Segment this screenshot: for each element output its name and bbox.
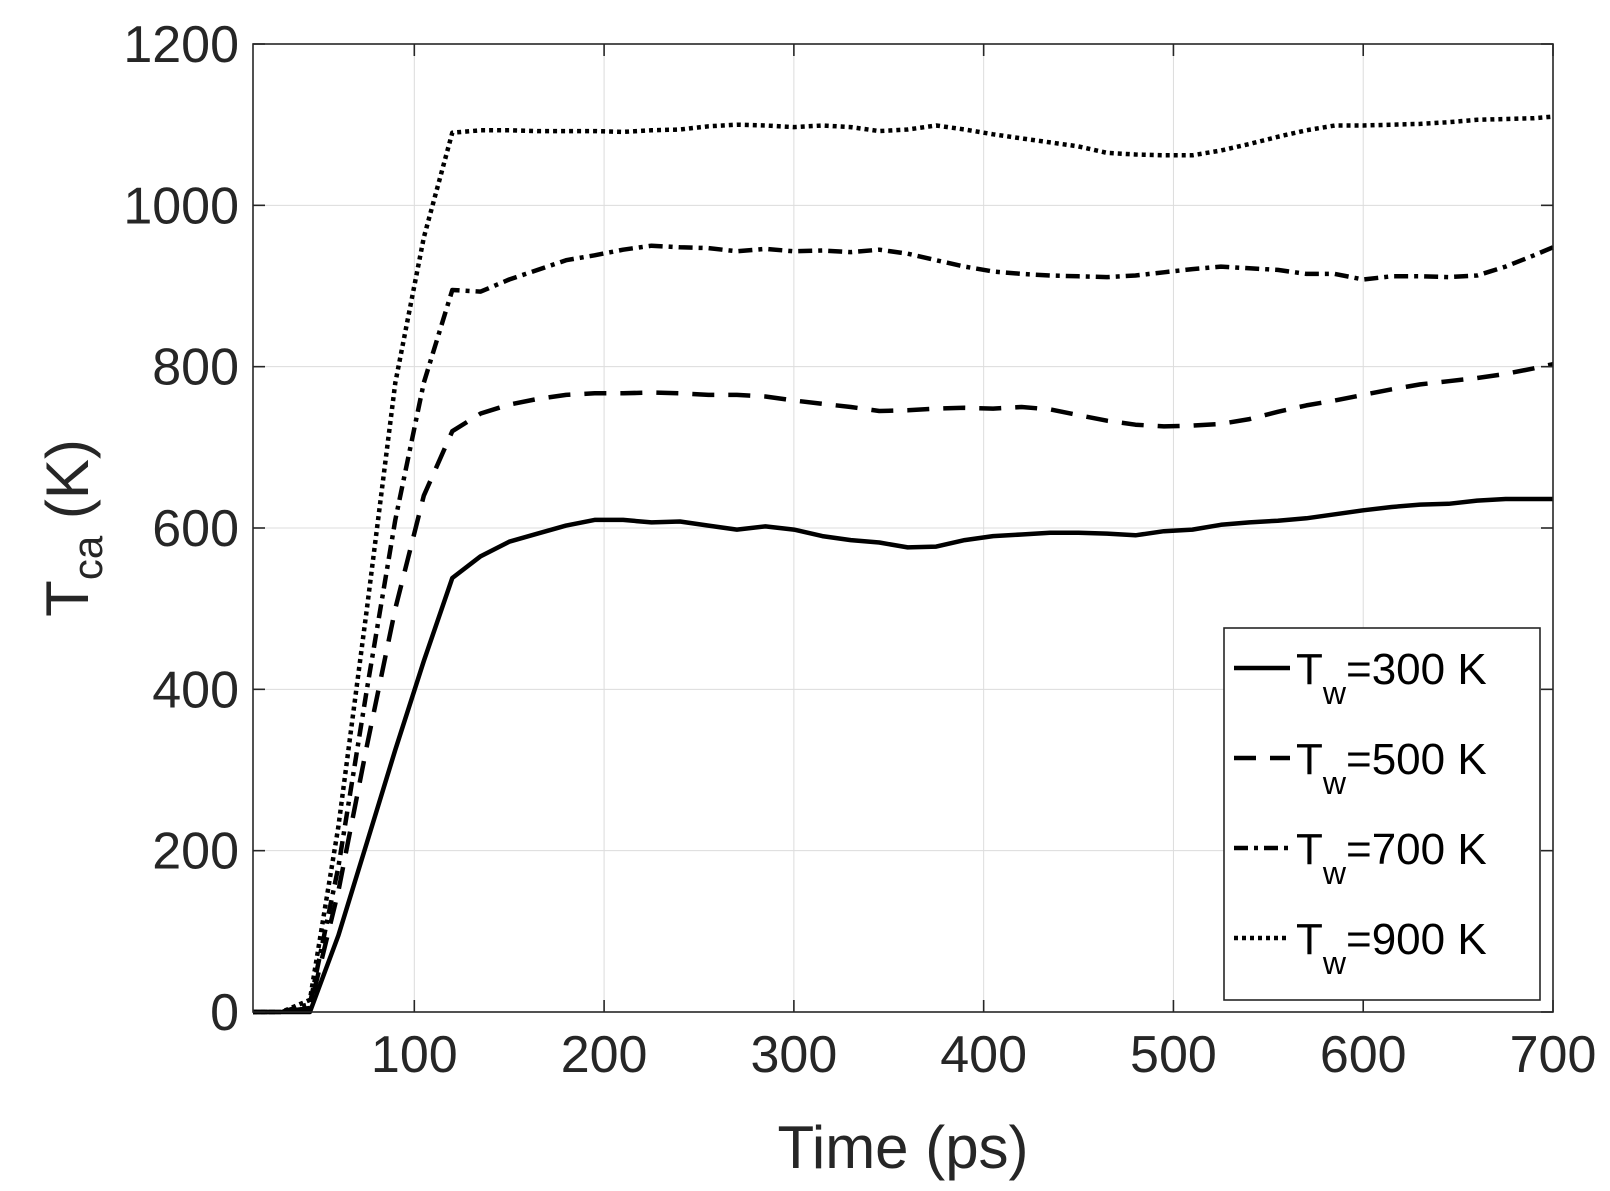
y-tick-label: 600 <box>152 500 239 558</box>
x-tick-label: 400 <box>940 1026 1027 1084</box>
y-axis-label: Tca (K) <box>34 439 111 617</box>
x-tick-label: 100 <box>371 1026 458 1084</box>
x-axis-label: Time (ps) <box>777 1114 1028 1181</box>
y-tick-label: 1200 <box>123 16 239 74</box>
legend: Tw=300 K Tw=500 K Tw=700 K Tw=900 K <box>1223 627 1541 1001</box>
series-line-2 <box>253 362 1554 1015</box>
x-tick-label: 200 <box>561 1026 648 1084</box>
x-tick-label: 700 <box>1510 1026 1597 1084</box>
legend-label-1: Tw=300 K <box>1296 645 1487 711</box>
y-axis-label-main: T <box>34 580 101 617</box>
y-tick-label: 400 <box>152 661 239 719</box>
x-tick-label: 600 <box>1320 1026 1407 1084</box>
y-axis-label-sub: ca <box>64 535 111 580</box>
x-tick-label: 300 <box>750 1026 837 1084</box>
series-line-4 <box>253 114 1554 1015</box>
legend-label-4: Tw=900 K <box>1296 915 1487 981</box>
legend-label-3: Tw=700 K <box>1296 825 1487 891</box>
y-axis-label-unit: (K) <box>34 439 101 536</box>
legend-label-2: Tw=500 K <box>1296 735 1487 801</box>
y-tick-label: 1000 <box>123 177 239 235</box>
series-group <box>253 114 1554 1015</box>
y-tick-label: 200 <box>152 823 239 881</box>
x-tick-label: 500 <box>1130 1026 1217 1084</box>
axis-ticks: 100 200 300 400 500 600 700 0 200 400 600 800 1000 12… <box>123 16 1596 1084</box>
series-line-1 <box>253 496 1553 1015</box>
series-line-3 <box>253 243 1554 1015</box>
y-tick-label: 800 <box>152 339 239 397</box>
y-tick-label: 0 <box>210 984 239 1042</box>
